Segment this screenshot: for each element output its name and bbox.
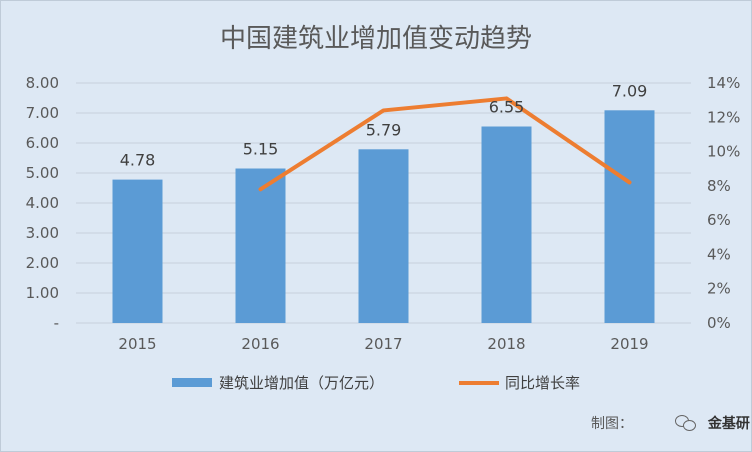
left-tick-label: 6.00 bbox=[26, 134, 59, 152]
line-series bbox=[258, 96, 632, 192]
bar bbox=[481, 126, 532, 323]
credit-prefix: 制图： bbox=[591, 416, 633, 432]
growth-rate-line bbox=[258, 96, 632, 192]
left-tick-label: 8.00 bbox=[26, 74, 59, 92]
x-axis: 2015 2016 2017 2018 2019 bbox=[118, 335, 648, 353]
left-tick-label: 7.00 bbox=[26, 104, 59, 122]
bar-data-label: 4.78 bbox=[120, 151, 156, 170]
bar bbox=[112, 179, 163, 323]
x-tick-label: 2019 bbox=[610, 335, 648, 353]
x-tick-label: 2015 bbox=[118, 335, 156, 353]
bar bbox=[358, 149, 409, 323]
x-tick-label: 2017 bbox=[364, 335, 402, 353]
legend-line-label: 同比增长率 bbox=[505, 374, 580, 392]
bar bbox=[235, 168, 286, 323]
left-tick-label: 5.00 bbox=[26, 164, 59, 182]
right-tick-label: 4% bbox=[707, 245, 731, 263]
bar-series bbox=[112, 110, 655, 323]
left-tick-label: 2.00 bbox=[26, 254, 59, 272]
wechat-icon bbox=[675, 415, 697, 431]
legend: 建筑业增加值（万亿元） 同比增长率 bbox=[172, 374, 580, 392]
chart-title: 中国建筑业增加值变动趋势 bbox=[220, 24, 532, 54]
bar bbox=[604, 110, 655, 323]
credit-brand: 金基研 bbox=[707, 416, 750, 432]
bar-data-label: 5.15 bbox=[243, 140, 279, 159]
left-tick-label: 3.00 bbox=[26, 224, 59, 242]
x-tick-label: 2016 bbox=[241, 335, 279, 353]
bar-data-label: 7.09 bbox=[612, 81, 648, 100]
bar-data-label: 6.55 bbox=[489, 98, 525, 117]
right-tick-label: 12% bbox=[707, 108, 740, 126]
left-tick-label: 4.00 bbox=[26, 194, 59, 212]
data-labels: 4.78 5.15 5.79 6.55 7.09 bbox=[120, 81, 648, 169]
chart-credit: 制图： 金基研 bbox=[591, 413, 750, 433]
right-tick-label: 2% bbox=[707, 280, 731, 298]
right-tick-label: 8% bbox=[707, 177, 731, 195]
left-tick-label: 1.00 bbox=[26, 284, 59, 302]
right-tick-label: 0% bbox=[707, 314, 731, 332]
bar-data-label: 5.79 bbox=[366, 120, 402, 139]
x-tick-label: 2018 bbox=[487, 335, 525, 353]
right-tick-label: 10% bbox=[707, 143, 740, 161]
right-axis: 0% 2% 4% 6% 8% 10% 12% 14% bbox=[707, 74, 740, 332]
right-tick-label: 6% bbox=[707, 211, 731, 229]
left-axis: - 1.00 2.00 3.00 4.00 5.00 6.00 7.00 8.00 bbox=[26, 74, 59, 332]
right-tick-label: 14% bbox=[707, 74, 740, 92]
left-tick-label: - bbox=[54, 314, 59, 332]
legend-bar-label: 建筑业增加值（万亿元） bbox=[219, 374, 384, 392]
legend-bar-swatch bbox=[172, 378, 212, 387]
